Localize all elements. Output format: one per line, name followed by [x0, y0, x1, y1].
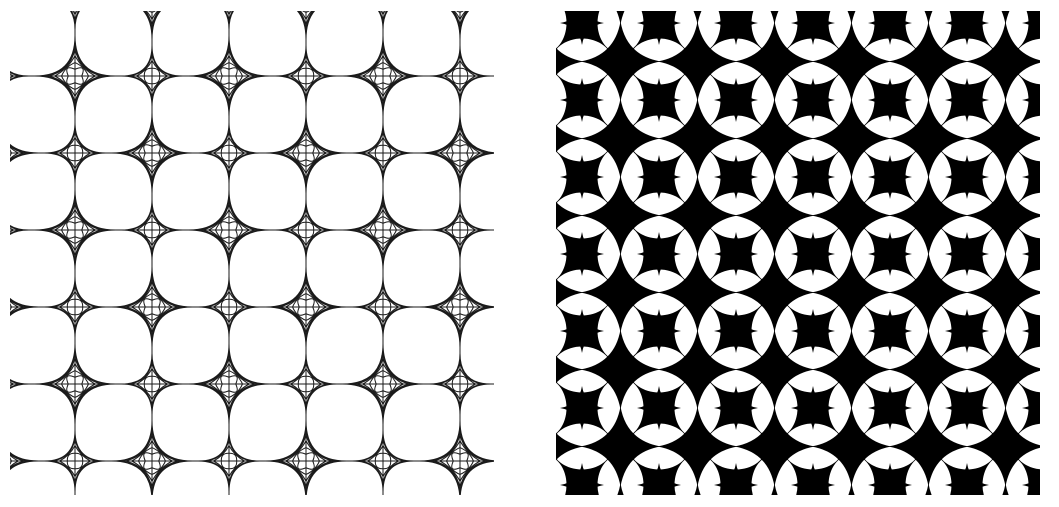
- line-tessellation-image: [10, 11, 494, 495]
- filled-tessellation-image: [556, 11, 1040, 495]
- lattice-lines: [10, 11, 494, 495]
- tessellation-fills: [556, 11, 1040, 495]
- filled-tessellation-panel: [556, 11, 1040, 495]
- line-tessellation-panel: [10, 11, 494, 495]
- star-shapes: [556, 11, 1040, 495]
